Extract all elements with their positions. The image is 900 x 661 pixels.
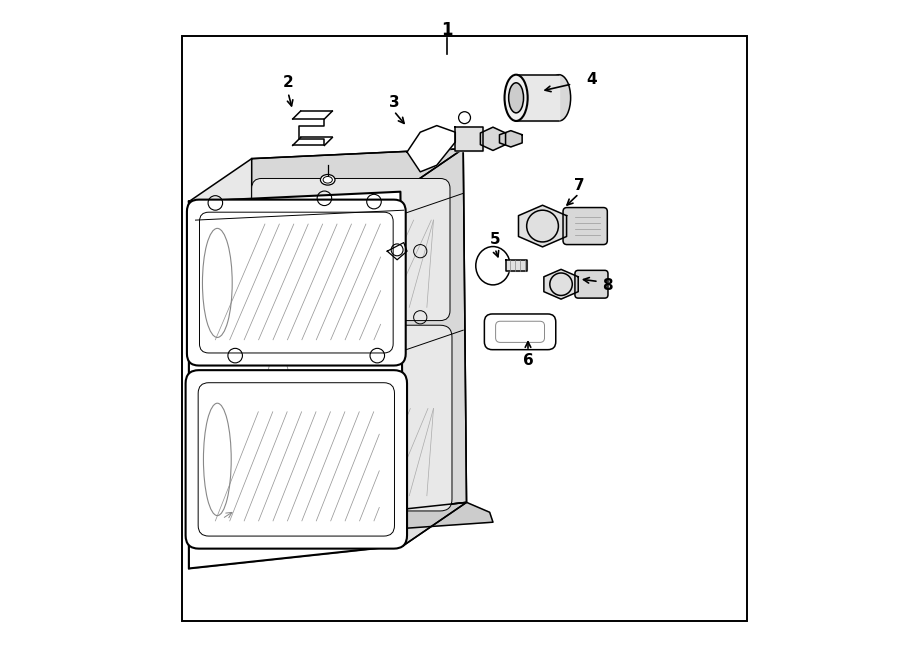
FancyBboxPatch shape <box>575 270 608 298</box>
Text: 5: 5 <box>490 232 500 247</box>
Polygon shape <box>544 270 578 299</box>
FancyBboxPatch shape <box>252 178 450 321</box>
FancyBboxPatch shape <box>187 200 406 366</box>
Polygon shape <box>189 502 466 568</box>
Polygon shape <box>506 260 527 271</box>
Polygon shape <box>455 127 483 151</box>
Text: 4: 4 <box>587 72 598 87</box>
Polygon shape <box>516 75 559 121</box>
Ellipse shape <box>508 83 524 113</box>
Polygon shape <box>400 149 466 545</box>
FancyBboxPatch shape <box>200 212 393 353</box>
Polygon shape <box>407 126 455 172</box>
Polygon shape <box>500 131 522 147</box>
Text: 6: 6 <box>523 353 534 368</box>
Polygon shape <box>189 192 404 568</box>
FancyBboxPatch shape <box>198 383 394 536</box>
Ellipse shape <box>476 247 510 285</box>
Polygon shape <box>252 502 493 539</box>
Text: 3: 3 <box>389 95 399 110</box>
FancyBboxPatch shape <box>249 325 452 511</box>
Text: 1: 1 <box>441 20 453 39</box>
Polygon shape <box>189 149 464 202</box>
Text: 8: 8 <box>602 278 613 293</box>
Polygon shape <box>252 149 466 525</box>
Bar <box>183 36 747 621</box>
FancyBboxPatch shape <box>484 314 556 350</box>
Ellipse shape <box>320 175 335 185</box>
Ellipse shape <box>323 176 332 183</box>
FancyBboxPatch shape <box>563 208 608 245</box>
Polygon shape <box>481 127 506 151</box>
Text: 7: 7 <box>573 178 584 192</box>
Text: 2: 2 <box>283 75 293 90</box>
Ellipse shape <box>547 75 571 121</box>
Ellipse shape <box>505 75 527 121</box>
FancyBboxPatch shape <box>185 370 407 549</box>
Polygon shape <box>518 205 567 247</box>
FancyBboxPatch shape <box>496 321 544 342</box>
